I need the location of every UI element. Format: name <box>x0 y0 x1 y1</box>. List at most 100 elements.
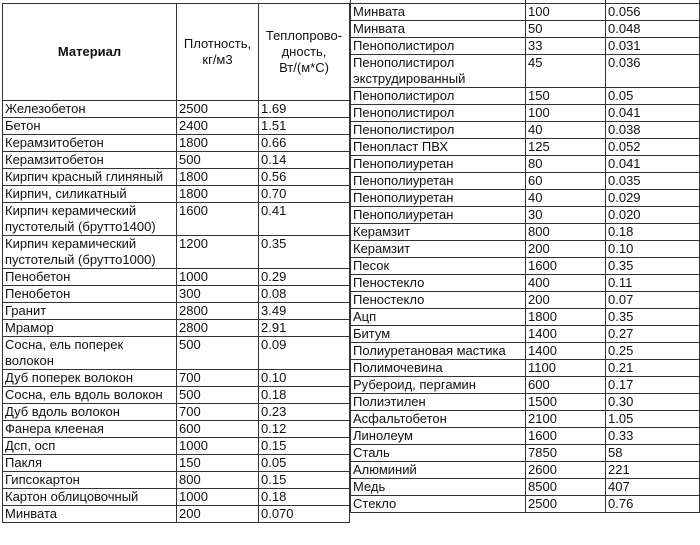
table-cell: 1.05 <box>605 410 700 428</box>
table-cell: Сталь <box>350 444 526 462</box>
table-cell: Сосна, ель поперек волокон <box>2 336 177 370</box>
table-cell: 60 <box>525 172 606 190</box>
table-row: Дуб вдоль волокон 700 0.23 <box>2 403 350 421</box>
table-cell: 0.05 <box>258 454 350 472</box>
table-cell: 0.048 <box>605 20 700 38</box>
table-cell: 221 <box>605 461 700 479</box>
table-row: Пеностекло 200 0.07 <box>350 291 700 309</box>
table-cell: 0.041 <box>605 155 700 173</box>
table-cell: 0.41 <box>258 202 350 236</box>
table-row: Пенопласт ПВХ 125 0.052 <box>350 138 700 156</box>
table-cell: Битум <box>350 325 526 343</box>
table-cell: 1800 <box>525 308 606 326</box>
table-row: Керамзит 200 0.10 <box>350 240 700 258</box>
table-cell: 33 <box>525 37 606 55</box>
table-cell: Пенополиуретан <box>350 189 526 207</box>
table-row: Стекло 2500 0.76 <box>350 495 700 513</box>
table-cell: 1600 <box>525 257 606 275</box>
table-cell: 2800 <box>176 319 259 337</box>
table-cell: 1.51 <box>258 117 350 135</box>
table-cell: 1800 <box>176 134 259 152</box>
table-cell: 0.15 <box>258 471 350 489</box>
table-row: Бетон 2400 1.51 <box>2 117 350 135</box>
table-row: Полимочевина 1100 0.21 <box>350 359 700 377</box>
table-row: Кирпич керамический пустотелый (брутто10… <box>2 235 350 269</box>
table-cell: 700 <box>176 403 259 421</box>
table-cell: 2100 <box>525 410 606 428</box>
table-cell: 50 <box>525 20 606 38</box>
table-cell: 0.020 <box>605 206 700 224</box>
table-row: Сосна, ель поперек волокон 500 0.09 <box>2 336 350 370</box>
table-cell: 0.10 <box>605 240 700 258</box>
table-cell: 0.12 <box>258 420 350 438</box>
table-cell: 2.91 <box>258 319 350 337</box>
table-cell: 100 <box>525 3 606 21</box>
table-cell: Пенобетон <box>2 285 177 303</box>
table-cell: Железобетон <box>2 100 177 118</box>
table-cell: 0.09 <box>258 336 350 370</box>
table-cell: Пенополистирол <box>350 37 526 55</box>
table-cell: Пакля <box>2 454 177 472</box>
table-cell: 0.18 <box>605 223 700 241</box>
table-cell: Пеностекло <box>350 274 526 292</box>
table-row: Железобетон 2500 1.69 <box>2 100 350 118</box>
table-cell: 0.70 <box>258 185 350 203</box>
table-cell: 150 <box>176 454 259 472</box>
table-cell: Гранит <box>2 302 177 320</box>
table-cell: 0.10 <box>258 369 350 387</box>
table-cell: 0.18 <box>258 386 350 404</box>
table-row: Битум 1400 0.27 <box>350 325 700 343</box>
table-cell: Асфальтобетон <box>350 410 526 428</box>
table-cell: 40 <box>525 189 606 207</box>
table-row: Пенополиуретан 60 0.035 <box>350 172 700 190</box>
table-cell: 1800 <box>176 168 259 186</box>
table-cell: 1600 <box>525 427 606 445</box>
table-cell: 1200 <box>176 235 259 269</box>
table-cell: 0.35 <box>258 235 350 269</box>
table-cell: 150 <box>525 87 606 105</box>
table-cell: 0.05 <box>605 87 700 105</box>
table-cell: Бетон <box>2 117 177 135</box>
table-cell: Пенополистирол <box>350 121 526 139</box>
header-cell: Плотность, кг/м3 <box>176 3 259 101</box>
table-cell: Пенополиуретан <box>350 172 526 190</box>
table-cell: 500 <box>176 151 259 169</box>
table-row: Пенобетон 1000 0.29 <box>2 268 350 286</box>
table-cell: 0.30 <box>605 393 700 411</box>
table-cell: 0.11 <box>605 274 700 292</box>
table-cell: Пенополистирол <box>350 104 526 122</box>
table-cell: 1.69 <box>258 100 350 118</box>
table-cell: Керамзит <box>350 240 526 258</box>
table-cell: 0.35 <box>605 308 700 326</box>
table-cell: Медь <box>350 478 526 496</box>
table-cell: Дуб вдоль волокон <box>2 403 177 421</box>
table-cell: 0.041 <box>605 104 700 122</box>
table-cell: 30 <box>525 206 606 224</box>
table-cell: Дсп, осп <box>2 437 177 455</box>
table-row: Мрамор 2800 2.91 <box>2 319 350 337</box>
table-row: Алюминий 2600 221 <box>350 461 700 479</box>
table-cell: 0.21 <box>605 359 700 377</box>
table-row: Гипсокартон 800 0.15 <box>2 471 350 489</box>
table-cell: 1000 <box>176 268 259 286</box>
table-cell: 1400 <box>525 342 606 360</box>
table-cell: 0.031 <box>605 37 700 55</box>
table-cell: Керамзит <box>350 223 526 241</box>
table-cell: Сосна, ель вдоль волокон <box>2 386 177 404</box>
table-cell: Кирпич красный глиняный <box>2 168 177 186</box>
table-row: Керамзит 800 0.18 <box>350 223 700 241</box>
table-cell: Пеностекло <box>350 291 526 309</box>
table-cell: Дуб поперек волокон <box>2 369 177 387</box>
table-cell: 800 <box>176 471 259 489</box>
table-cell: 2800 <box>176 302 259 320</box>
table-row: Пенополистирол экструдированный 45 0.036 <box>350 54 700 88</box>
table-cell: 1500 <box>525 393 606 411</box>
table-cell: 0.18 <box>258 488 350 506</box>
table-cell: Рубероид, пергамин <box>350 376 526 394</box>
table-cell: Пенополиуретан <box>350 155 526 173</box>
table-cell: 0.07 <box>605 291 700 309</box>
table-row: Минвата 50 0.048 <box>350 20 700 38</box>
table-cell: 0.08 <box>258 285 350 303</box>
table-row: Ацп 1800 0.35 <box>350 308 700 326</box>
right-table: Минвата 100 0.056 Минвата 50 0.048 Пенополисти… <box>350 0 700 513</box>
